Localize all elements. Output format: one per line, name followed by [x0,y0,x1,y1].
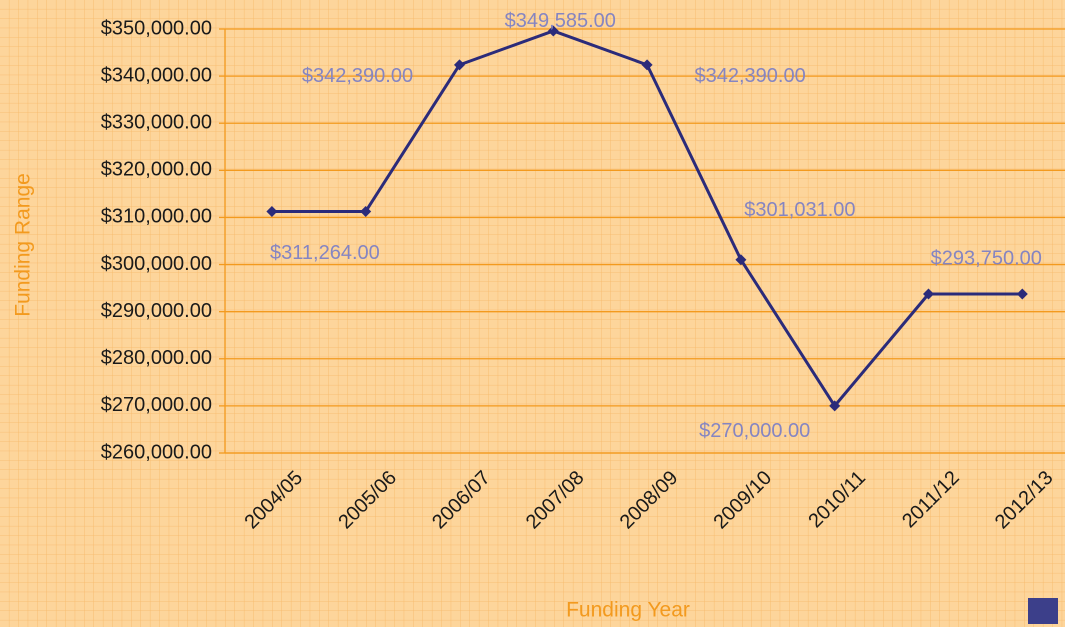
data-label: $311,264.00 [270,242,380,264]
data-point [360,205,372,217]
data-point [641,59,653,71]
data-label: $270,000.00 [699,420,810,442]
y-tick-label: $270,000.00 [101,394,212,416]
y-tick-label: $340,000.00 [101,64,212,86]
y-tick-label: $260,000.00 [101,441,212,463]
data-label: $349,585.00 [505,10,616,32]
logo [1028,598,1058,624]
y-tick-label: $300,000.00 [101,253,212,275]
data-point [923,288,934,300]
data-point [1016,288,1028,300]
y-tick-label: $320,000.00 [101,159,212,181]
data-label: $342,390.00 [302,65,413,87]
data-label: $342,390.00 [694,65,805,87]
y-tick-label: $280,000.00 [101,347,212,369]
data-point [454,59,465,71]
y-axis-title: Funding Range [12,173,35,317]
y-tick-label: $330,000.00 [101,112,212,134]
y-tick-label: $290,000.00 [101,300,212,322]
data-label: $293,750.00 [931,247,1042,269]
data-point [735,254,747,266]
y-tick-label: $350,000.00 [101,17,212,39]
data-label: $301,031.00 [744,199,855,221]
data-point [266,205,278,217]
data-point [547,25,559,37]
y-tick-label: $310,000.00 [101,206,212,228]
x-axis-title: Funding Year [566,599,690,622]
data-point [829,400,841,412]
